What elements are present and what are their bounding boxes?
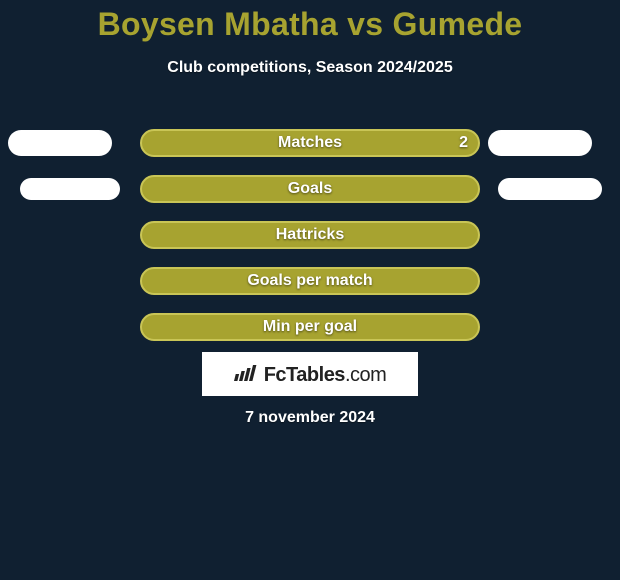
comparison-infographic: Boysen Mbatha vs Gumede Club competition… [0, 0, 620, 580]
brand-suffix: .com [345, 364, 386, 386]
brand-text: FcTables.com [264, 364, 387, 387]
stat-row: Goals [0, 166, 620, 212]
left-value-lozenge [20, 178, 120, 200]
page-title: Boysen Mbatha vs Gumede [0, 0, 620, 43]
subtitle: Club competitions, Season 2024/2025 [0, 59, 620, 77]
right-value-lozenge [498, 178, 602, 200]
stat-bar-label: Hattricks [142, 226, 478, 244]
stat-bar: Goals per match [140, 267, 480, 295]
stat-bar-label: Goals [142, 180, 478, 198]
stat-bar-value-right: 2 [459, 134, 468, 152]
stat-row: Matches2 [0, 120, 620, 166]
stat-bar-label: Matches [142, 134, 478, 152]
stat-bar: Hattricks [140, 221, 480, 249]
left-value-lozenge [8, 130, 112, 156]
stat-row: Hattricks [0, 212, 620, 258]
stat-bar: Min per goal [140, 313, 480, 341]
bar-chart-icon [234, 361, 260, 381]
brand-box: FcTables.com [202, 352, 418, 396]
stat-row: Min per goal [0, 304, 620, 350]
date-text: 7 november 2024 [0, 409, 620, 427]
stat-rows: Matches2 Goals Hattricks Goals per match Min… [0, 120, 620, 350]
stat-bar-label: Min per goal [142, 318, 478, 336]
stat-row: Goals per match [0, 258, 620, 304]
stat-bar: Goals [140, 175, 480, 203]
stat-bar-label: Goals per match [142, 272, 478, 290]
brand-name: FcTables [264, 364, 345, 386]
stat-bar: Matches2 [140, 129, 480, 157]
right-value-lozenge [488, 130, 592, 156]
